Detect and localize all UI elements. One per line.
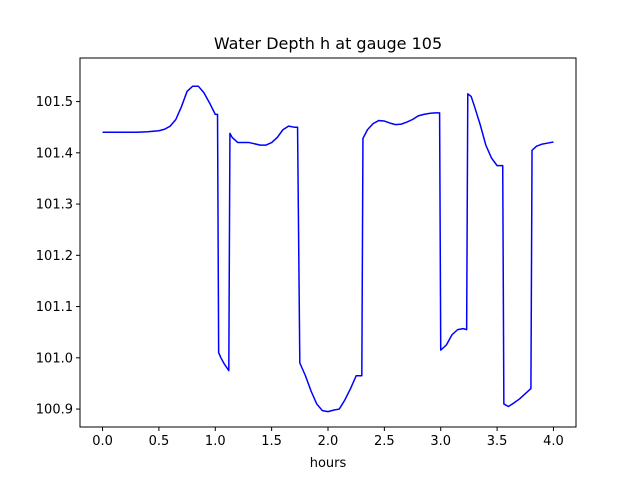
y-tick-label: 101.3 [36, 198, 73, 213]
x-tick-label: 4.0 [543, 434, 564, 449]
y-axis: 100.9 101.0 101.1 101.2 101.3 101.4 101.5 [36, 95, 80, 418]
plot-frame [79, 57, 577, 428]
plot-area [79, 57, 577, 428]
x-tick-label: 1.5 [261, 434, 282, 449]
y-tick-label: 100.9 [36, 403, 73, 418]
y-tick-label: 101.0 [36, 351, 73, 366]
x-tick-label: 3.5 [487, 434, 508, 449]
y-tick-label: 101.2 [36, 249, 73, 264]
x-tick-label: 3.0 [430, 434, 451, 449]
x-tick-label: 0.0 [92, 434, 113, 449]
series-line-0 [102, 85, 554, 413]
chart-title: Water Depth h at gauge 105 [214, 34, 442, 53]
x-tick-label: 0.5 [149, 434, 170, 449]
x-tick-label: 1.0 [205, 434, 226, 449]
x-tick-label: 2.0 [318, 434, 339, 449]
x-tick-label: 2.5 [374, 434, 395, 449]
y-tick-label: 101.4 [36, 146, 73, 161]
x-axis-label: hours [310, 456, 347, 471]
y-tick-label: 101.5 [36, 95, 73, 110]
y-tick-label: 101.1 [36, 300, 73, 315]
x-axis: 0.0 0.5 1.0 1.5 2.0 2.5 3.0 3.5 4.0 [92, 427, 564, 449]
